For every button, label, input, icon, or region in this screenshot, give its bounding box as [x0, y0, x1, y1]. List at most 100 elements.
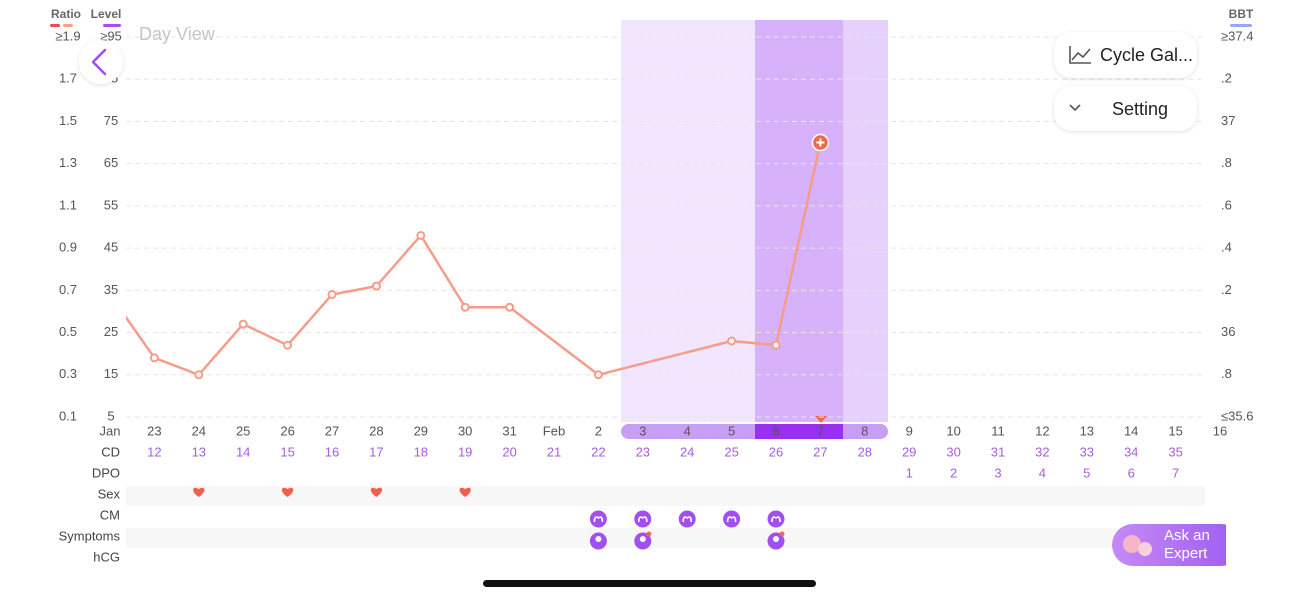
cm-glyph [593, 516, 604, 523]
x-tick-label: 3 [639, 423, 646, 438]
y-tick-label: 0.1 [59, 408, 77, 423]
setting-button[interactable]: Setting [1054, 86, 1197, 131]
button-label[interactable]: Expert [1164, 545, 1208, 562]
x-tick-label: 25 [236, 423, 250, 438]
cm-glyph [771, 516, 781, 523]
swatch [1230, 24, 1252, 27]
axis-title: Level [91, 7, 122, 21]
home-indicator [483, 580, 816, 587]
x-tick-label: Jan [100, 423, 121, 438]
cd-value: 29 [902, 444, 916, 459]
sex-heart [193, 487, 205, 497]
x-tick-label: 11 [991, 423, 1005, 438]
x-tick-label: 23 [147, 423, 161, 438]
button-bg[interactable] [1054, 86, 1197, 131]
y-tick-label: 0.5 [59, 324, 77, 339]
y-tick-label: ≥1.9 [55, 28, 80, 43]
x-tick-label: 5 [728, 423, 735, 438]
overlay: Jan 23 24 25 26 27 28 29 30 31 Feb 2 3 4 5 6 7 8 9 10 11 12 13… [59, 423, 1228, 564]
y-tick-label: ≤35.6 [1221, 408, 1253, 423]
point [283, 340, 293, 350]
cd-value: 24 [680, 444, 694, 459]
x-tick-label: 10 [946, 423, 960, 438]
x-tick-label: 28 [369, 423, 383, 438]
y-tick-label: 0.9 [59, 240, 77, 255]
row-label: Sex [98, 486, 121, 501]
x-tick-label: 26 [280, 423, 294, 438]
chart-title: Day View [139, 24, 216, 44]
cd-value: 21 [547, 444, 561, 459]
symptom-glyph [639, 536, 646, 542]
band-end [843, 20, 888, 422]
x-tick-label: 9 [906, 423, 913, 438]
y-tick-label: 1.7 [59, 71, 77, 86]
point [194, 370, 204, 380]
y-tick-label: 1.3 [59, 155, 77, 170]
cd-value: 28 [858, 444, 872, 459]
back-button[interactable] [79, 40, 123, 84]
x-tick-label: 13 [1080, 423, 1094, 438]
y-tick-label: 1.1 [59, 197, 77, 212]
cm-glyph [682, 516, 692, 523]
row-band [126, 486, 1205, 506]
y-tick-label: 37 [1221, 113, 1235, 128]
x-tick-label: 24 [192, 423, 206, 438]
row-label: CM [100, 507, 120, 522]
x-tick-label: 15 [1168, 423, 1182, 438]
x-tick-label: 4 [684, 423, 691, 438]
row-label: DPO [92, 465, 120, 480]
date-chip [621, 424, 888, 439]
cm-glyph [726, 516, 737, 523]
x-tick-label: 29 [414, 423, 428, 438]
row-label: Symptoms [59, 528, 121, 543]
point [505, 302, 515, 312]
cm-glyph [638, 516, 648, 523]
dpo-value: 4 [1039, 465, 1046, 480]
y-tick-label: .2 [1221, 282, 1232, 297]
ask-expert-button[interactable]: Ask an Expert [1112, 520, 1256, 570]
y-tick-label: ≥95 [100, 28, 122, 43]
button-label[interactable]: Ask an [1164, 527, 1210, 544]
x-tick-label: 2 [595, 423, 602, 438]
swatch [63, 24, 73, 27]
dpo-value: 2 [950, 465, 957, 480]
cd-value: 14 [236, 444, 250, 459]
point [416, 230, 426, 240]
point [771, 340, 781, 350]
point [327, 290, 337, 300]
symptom-glyph [595, 536, 602, 542]
sex-heart [370, 487, 383, 497]
x-tick-label: 16 [1213, 423, 1227, 438]
symptom-glyph [773, 536, 779, 542]
dpo-value: 7 [1172, 465, 1179, 480]
y-tick-label: 0.3 [59, 366, 77, 381]
x-tick-label: 31 [502, 423, 516, 438]
back-circle[interactable] [79, 40, 123, 84]
cycle-button[interactable]: Cycle Gal... [1054, 32, 1197, 78]
y-tick-label: 36 [1221, 324, 1235, 339]
symptom-dot [646, 531, 652, 537]
grid: ≥9585756555453525155≥1.91.71.51.31.10.90… [55, 28, 1253, 423]
button-bg[interactable] [1054, 32, 1197, 78]
button-label[interactable]: Cycle Gal... [1100, 45, 1193, 65]
cd-value: 32 [1035, 444, 1049, 459]
chat-icon [1138, 542, 1152, 556]
plus-icon [816, 138, 825, 147]
dpo-value: 1 [906, 465, 913, 480]
cd-value: 23 [636, 444, 650, 459]
x-tick-label: 27 [325, 423, 339, 438]
dpo-value: 5 [1083, 465, 1090, 480]
y-tick-label: .2 [1221, 71, 1232, 86]
cd-value: 31 [991, 444, 1005, 459]
y-tick-label: .8 [1221, 366, 1232, 381]
x-tick-label: 14 [1124, 423, 1138, 438]
cd-value: 22 [591, 444, 605, 459]
button-label[interactable]: Setting [1112, 99, 1168, 119]
x-tick-label: 6 [772, 423, 779, 438]
cd-value: 27 [813, 444, 827, 459]
cd-value: 13 [192, 444, 206, 459]
axis-title: Ratio [51, 7, 81, 21]
point [371, 281, 381, 291]
back-icon[interactable] [91, 48, 107, 76]
